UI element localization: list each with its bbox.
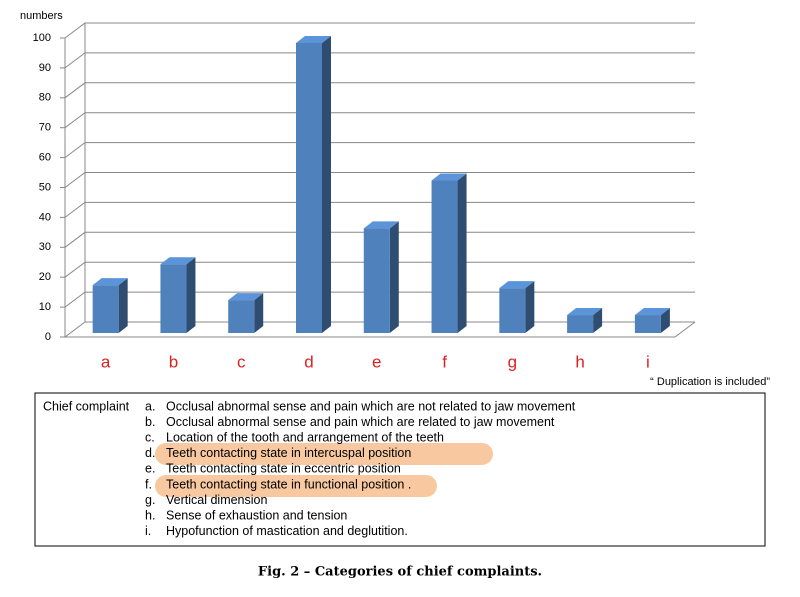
legend-text: Teeth contacting state in eccentric posi… bbox=[166, 462, 401, 476]
bar-top bbox=[92, 278, 128, 286]
y-axis-label: numbers bbox=[20, 10, 63, 22]
bar-side bbox=[254, 293, 264, 333]
grid-line bbox=[64, 52, 695, 69]
grid-line bbox=[64, 22, 695, 39]
y-tick-label: 30 bbox=[39, 241, 51, 253]
x-tick-label: g bbox=[508, 352, 517, 371]
bar bbox=[92, 285, 119, 333]
x-tick-label: d bbox=[304, 352, 313, 371]
bar-top bbox=[431, 173, 467, 181]
floor-edge bbox=[65, 321, 696, 338]
legend-text: Teeth contacting state in intercuspal po… bbox=[166, 446, 411, 460]
y-tick-label: 80 bbox=[39, 92, 51, 104]
legend-letter: d. bbox=[145, 446, 155, 460]
legend-letter: b. bbox=[145, 415, 155, 429]
legend-letter: i. bbox=[145, 524, 151, 538]
x-tick-label: e bbox=[372, 352, 381, 371]
legend-text: Occlusal abnormal sense and pain which a… bbox=[166, 415, 555, 429]
grid-line bbox=[64, 261, 695, 278]
x-tick-label: a bbox=[101, 352, 111, 371]
legend-letter: g. bbox=[145, 493, 155, 507]
grid-line bbox=[64, 201, 695, 218]
y-tick-label: 10 bbox=[39, 301, 51, 313]
legend-text: Teeth contacting state in functional pos… bbox=[166, 477, 411, 491]
y-tick-label: 50 bbox=[39, 181, 51, 193]
bar-side bbox=[118, 278, 128, 333]
legend-text: Sense of exhaustion and tension bbox=[166, 508, 347, 522]
bar bbox=[567, 315, 594, 333]
bar bbox=[160, 264, 187, 333]
bar-side bbox=[322, 35, 331, 333]
bar-side bbox=[457, 173, 467, 333]
bar-top bbox=[228, 293, 264, 301]
x-tick-label: h bbox=[575, 352, 584, 371]
y-tick-label: 70 bbox=[39, 122, 51, 134]
legend-box bbox=[34, 392, 766, 547]
bar-top bbox=[634, 308, 670, 316]
x-tick-label: i bbox=[646, 352, 650, 371]
bar-side bbox=[525, 281, 535, 333]
legend-text: Vertical dimension bbox=[166, 493, 267, 507]
bar-side bbox=[186, 257, 196, 333]
y-tick-label: 20 bbox=[39, 271, 51, 283]
y-tick-label: 100 bbox=[33, 32, 51, 44]
bar bbox=[228, 300, 255, 333]
y-tick-label: 60 bbox=[39, 152, 51, 164]
grid-line bbox=[64, 112, 695, 129]
annotation: “ Duplication is included” bbox=[650, 376, 770, 388]
bar-side bbox=[389, 221, 399, 333]
y-tick-label: 90 bbox=[39, 62, 51, 74]
x-tick-label: f bbox=[442, 352, 447, 371]
y-tick-label: 40 bbox=[39, 211, 51, 223]
x-tick-label: c bbox=[237, 352, 246, 371]
legend-text: Location of the tooth and arrangement of… bbox=[166, 430, 444, 444]
grid-line bbox=[64, 291, 695, 308]
bar-top bbox=[363, 221, 399, 229]
grid-line bbox=[64, 321, 695, 338]
legend-letter: e. bbox=[145, 462, 155, 476]
highlight bbox=[155, 475, 437, 497]
legend-title: Chief complaint bbox=[43, 399, 130, 413]
legend-letter: a. bbox=[145, 399, 155, 413]
legend-letter: f. bbox=[145, 477, 152, 491]
bar-top bbox=[296, 35, 331, 43]
grid-line bbox=[64, 82, 695, 99]
highlight bbox=[155, 443, 493, 465]
bar-top bbox=[499, 281, 535, 289]
bar bbox=[634, 315, 661, 333]
bar-top bbox=[567, 308, 603, 316]
bar bbox=[499, 288, 526, 333]
bar-top bbox=[160, 257, 196, 265]
legend-letter: c. bbox=[145, 430, 155, 444]
bar bbox=[363, 228, 390, 333]
grid-line bbox=[64, 172, 695, 188]
grid-line bbox=[64, 142, 695, 159]
bar-side bbox=[660, 308, 670, 333]
bar bbox=[431, 180, 458, 333]
legend-text: Occlusal abnormal sense and pain which a… bbox=[166, 399, 576, 413]
legend-text: Hypofunction of mastication and deglutit… bbox=[166, 524, 408, 538]
legend-letter: h. bbox=[145, 508, 155, 522]
bar-side bbox=[593, 308, 603, 333]
grid-line bbox=[64, 231, 695, 248]
bar bbox=[296, 42, 322, 333]
caption: Fig. 2 – Categories of chief complaints. bbox=[258, 565, 542, 580]
x-tick-label: b bbox=[169, 352, 178, 371]
y-tick-label: 0 bbox=[45, 331, 51, 343]
